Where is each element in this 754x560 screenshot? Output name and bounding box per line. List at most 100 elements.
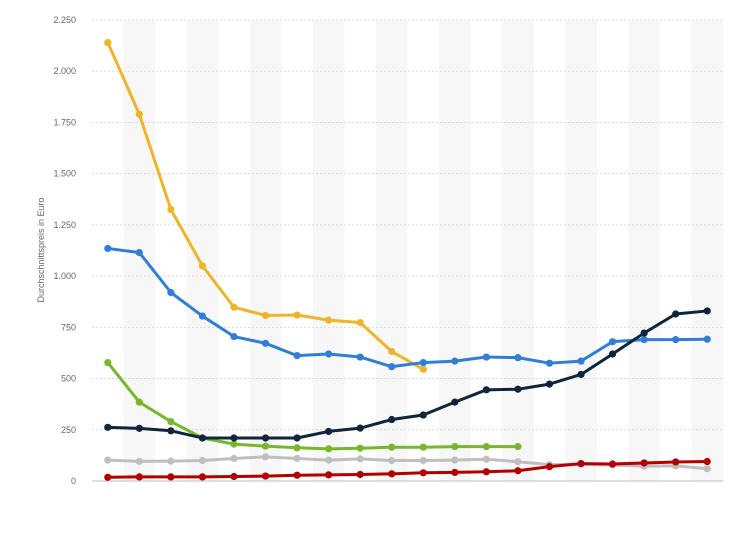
data-point[interactable]: [608, 350, 617, 358]
data-point[interactable]: [356, 353, 364, 361]
data-point[interactable]: [104, 473, 112, 481]
data-point[interactable]: [261, 472, 270, 480]
data-point[interactable]: [356, 455, 364, 463]
data-point[interactable]: [419, 365, 427, 373]
data-point[interactable]: [325, 350, 333, 358]
data-point[interactable]: [672, 458, 680, 466]
data-point[interactable]: [514, 354, 522, 362]
data-point[interactable]: [325, 471, 333, 479]
data-point[interactable]: [703, 307, 711, 315]
data-point[interactable]: [293, 471, 301, 479]
data-point[interactable]: [104, 38, 112, 47]
data-point[interactable]: [261, 453, 270, 461]
data-point[interactable]: [104, 423, 112, 431]
data-point[interactable]: [419, 411, 427, 419]
data-point[interactable]: [135, 398, 143, 406]
data-point[interactable]: [482, 386, 490, 394]
data-point[interactable]: [577, 357, 585, 365]
data-point[interactable]: [230, 472, 238, 481]
data-point[interactable]: [482, 353, 490, 361]
data-point[interactable]: [514, 467, 522, 475]
data-point[interactable]: [672, 310, 680, 318]
data-point[interactable]: [356, 470, 364, 479]
data-point[interactable]: [261, 434, 270, 442]
data-point[interactable]: [293, 311, 301, 319]
data-point[interactable]: [640, 336, 648, 344]
data-point[interactable]: [388, 363, 396, 371]
data-point[interactable]: [104, 244, 112, 253]
data-point[interactable]: [608, 460, 617, 468]
data-point[interactable]: [577, 370, 585, 379]
data-point[interactable]: [640, 459, 648, 467]
data-point[interactable]: [451, 456, 459, 464]
data-point[interactable]: [230, 434, 238, 442]
series-line: [106, 246, 709, 369]
data-point[interactable]: [577, 459, 585, 468]
data-point[interactable]: [451, 468, 459, 476]
data-point[interactable]: [482, 468, 490, 476]
data-point[interactable]: [703, 335, 711, 343]
data-point[interactable]: [198, 456, 207, 465]
data-point[interactable]: [167, 473, 175, 481]
data-point[interactable]: [230, 332, 238, 341]
data-point[interactable]: [482, 455, 490, 463]
data-point[interactable]: [135, 424, 143, 432]
data-point[interactable]: [167, 288, 175, 297]
data-point[interactable]: [167, 205, 175, 214]
data-point[interactable]: [167, 417, 175, 426]
data-point[interactable]: [198, 262, 207, 270]
data-point[interactable]: [388, 415, 396, 424]
data-point[interactable]: [356, 444, 364, 452]
data-point[interactable]: [703, 465, 711, 473]
data-point[interactable]: [545, 380, 554, 388]
data-point[interactable]: [230, 303, 238, 311]
data-point[interactable]: [514, 385, 522, 393]
data-point[interactable]: [293, 444, 301, 452]
data-point[interactable]: [135, 457, 143, 465]
data-point[interactable]: [261, 311, 270, 320]
data-point[interactable]: [388, 470, 396, 478]
data-point[interactable]: [230, 454, 238, 463]
data-point[interactable]: [451, 398, 459, 406]
data-point[interactable]: [514, 458, 522, 466]
data-point[interactable]: [419, 443, 427, 451]
data-point[interactable]: [419, 358, 427, 367]
data-point[interactable]: [230, 440, 238, 448]
data-point[interactable]: [514, 442, 522, 451]
data-point[interactable]: [325, 445, 333, 453]
data-point[interactable]: [293, 352, 301, 360]
data-point[interactable]: [388, 347, 396, 356]
data-point[interactable]: [325, 427, 333, 436]
data-point[interactable]: [167, 427, 175, 435]
data-point[interactable]: [545, 463, 554, 471]
data-point[interactable]: [135, 110, 143, 118]
data-point[interactable]: [672, 336, 680, 344]
data-point[interactable]: [356, 319, 364, 327]
data-point[interactable]: [482, 442, 490, 451]
data-point[interactable]: [104, 358, 112, 367]
data-point[interactable]: [261, 339, 270, 347]
data-point[interactable]: [261, 442, 270, 450]
data-point[interactable]: [104, 456, 112, 464]
data-point[interactable]: [293, 454, 301, 463]
data-point[interactable]: [198, 312, 207, 320]
data-point[interactable]: [608, 338, 617, 346]
data-point[interactable]: [135, 473, 143, 481]
data-point[interactable]: [419, 456, 427, 465]
data-point[interactable]: [325, 456, 333, 464]
data-point[interactable]: [167, 457, 175, 465]
data-point[interactable]: [198, 473, 207, 481]
data-point[interactable]: [325, 316, 333, 324]
data-point[interactable]: [135, 248, 143, 257]
data-point[interactable]: [198, 434, 207, 442]
data-point[interactable]: [293, 434, 301, 442]
data-point[interactable]: [451, 357, 459, 365]
data-point[interactable]: [388, 456, 396, 465]
data-point[interactable]: [703, 457, 711, 466]
data-point[interactable]: [451, 442, 459, 451]
data-point[interactable]: [356, 424, 364, 432]
data-point[interactable]: [545, 359, 554, 367]
data-point[interactable]: [640, 329, 648, 337]
data-point[interactable]: [419, 469, 427, 477]
data-point[interactable]: [388, 443, 396, 451]
